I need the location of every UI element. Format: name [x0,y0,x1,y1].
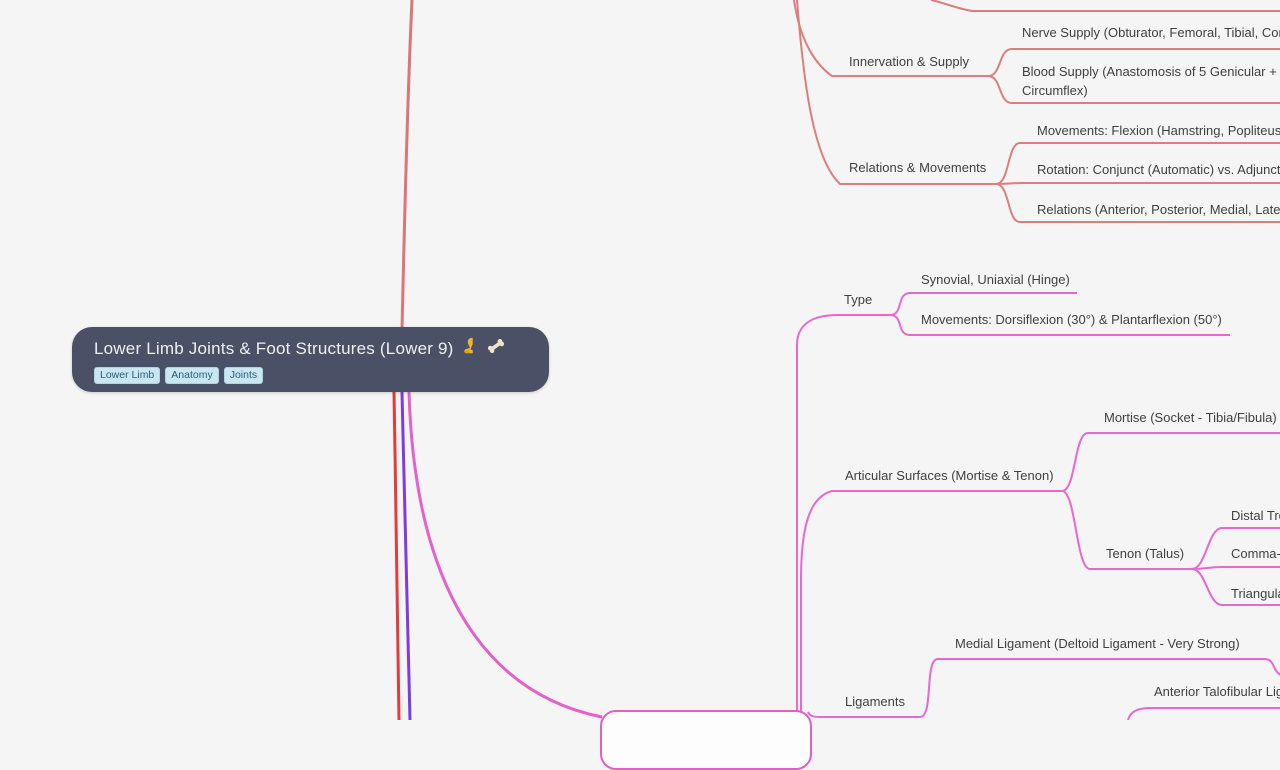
edge-ligaments-underline [807,711,920,718]
edge-relations-list-underline [995,183,1280,223]
edge-nerve-supply-underline [987,48,1280,77]
node-blood-supply-line1[interactable]: Blood Supply (Anastomosis of 5 Genicular… [1022,64,1277,79]
edge-distal-underline [1191,527,1280,570]
bone-icon [486,336,506,361]
edge-rotation-underline [995,182,1280,185]
node-articular-surfaces[interactable]: Articular Surfaces (Mortise & Tenon) [845,468,1054,483]
edge-movements-flexion-underline [995,142,1280,185]
node-distal-trochlear[interactable]: Distal Trochlear Surface [1231,508,1280,523]
edge-dorsiflexion-underline [889,314,1230,336]
edge-innervation-underline [793,0,988,77]
mindmap-canvas: Lower Limb Joints & Foot Structures (Low… [72,0,1280,770]
edge-mortise-underline [1061,432,1280,492]
edge-root-to-ankle-node [407,391,603,719]
node-nerve-supply[interactable]: Nerve Supply (Obturator, Femoral, Tibial… [1022,25,1280,40]
root-title: Lower Limb Joints & Foot Structures (Low… [94,336,529,361]
node-blood-supply-line2[interactable]: Circumflex) [1022,83,1088,98]
node-comma-facet[interactable]: Comma-Shaped Facet [1231,546,1280,561]
node-type[interactable]: Type [844,292,873,307]
node-anterior-talofibular[interactable]: Anterior Talofibular Ligament [1154,684,1280,699]
ankle-joint-node[interactable] [600,710,812,770]
edge-comma-underline [1191,566,1280,570]
edge-articular-underline [800,490,1062,712]
edge-synovial-underline [889,292,1077,316]
node-relations-list[interactable]: Relations (Anterior, Posterior, Medial, … [1037,202,1280,217]
edge-relations-underline [796,0,996,185]
edge-triangular-underline [1191,568,1280,606]
edge-root-down-red [392,391,401,720]
root-tags: Lower Limb Anatomy Joints [94,367,529,384]
leg-icon [460,336,480,361]
edge-root-to-knee-subtree [400,0,414,331]
node-mortise[interactable]: Mortise (Socket - Tibia/Fibula) [1104,410,1277,425]
node-tenon-talus[interactable]: Tenon (Talus) [1106,546,1185,561]
tag-lower-limb[interactable]: Lower Limb [94,367,161,384]
node-medial-ligament[interactable]: Medial Ligament (Deltoid Ligament - Very… [955,636,1240,651]
node-synovial-uniaxial[interactable]: Synovial, Uniaxial (Hinge) [921,272,1070,287]
node-dorsiflexion-plantarflexion[interactable]: Movements: Dorsiflexion (30°) & Plantarf… [921,312,1222,327]
node-ligaments[interactable]: Ligaments [845,694,905,709]
edge-type-underline [795,314,890,713]
tag-anatomy[interactable]: Anatomy [165,367,219,384]
mindmap-edges [392,0,1280,720]
node-movements-flexion[interactable]: Movements: Flexion (Hamstring, Popliteus… [1037,123,1280,138]
tag-joints[interactable]: Joints [223,367,264,384]
edge-medial-ligament-underline [919,658,1280,718]
edge-tenon-underline [1061,490,1192,570]
node-triangular-facet[interactable]: Triangular Facet [1231,586,1280,601]
node-innervation-supply[interactable]: Innervation & Supply [849,54,969,69]
node-relations-movements[interactable]: Relations & Movements [849,160,987,175]
node-rotation-conjunct[interactable]: Rotation: Conjunct (Automatic) vs. Adjun… [1037,162,1280,177]
edge-blood-supply-underline [987,75,1280,104]
root-title-text: Lower Limb Joints & Foot Structures (Low… [94,338,454,358]
edge-root-down-purple [400,391,412,720]
edge-knee-partial-top-underline [930,0,1280,12]
root-node[interactable]: Lower Limb Joints & Foot Structures (Low… [72,327,549,392]
edge-anterior-talofibular-underline [1127,707,1280,720]
